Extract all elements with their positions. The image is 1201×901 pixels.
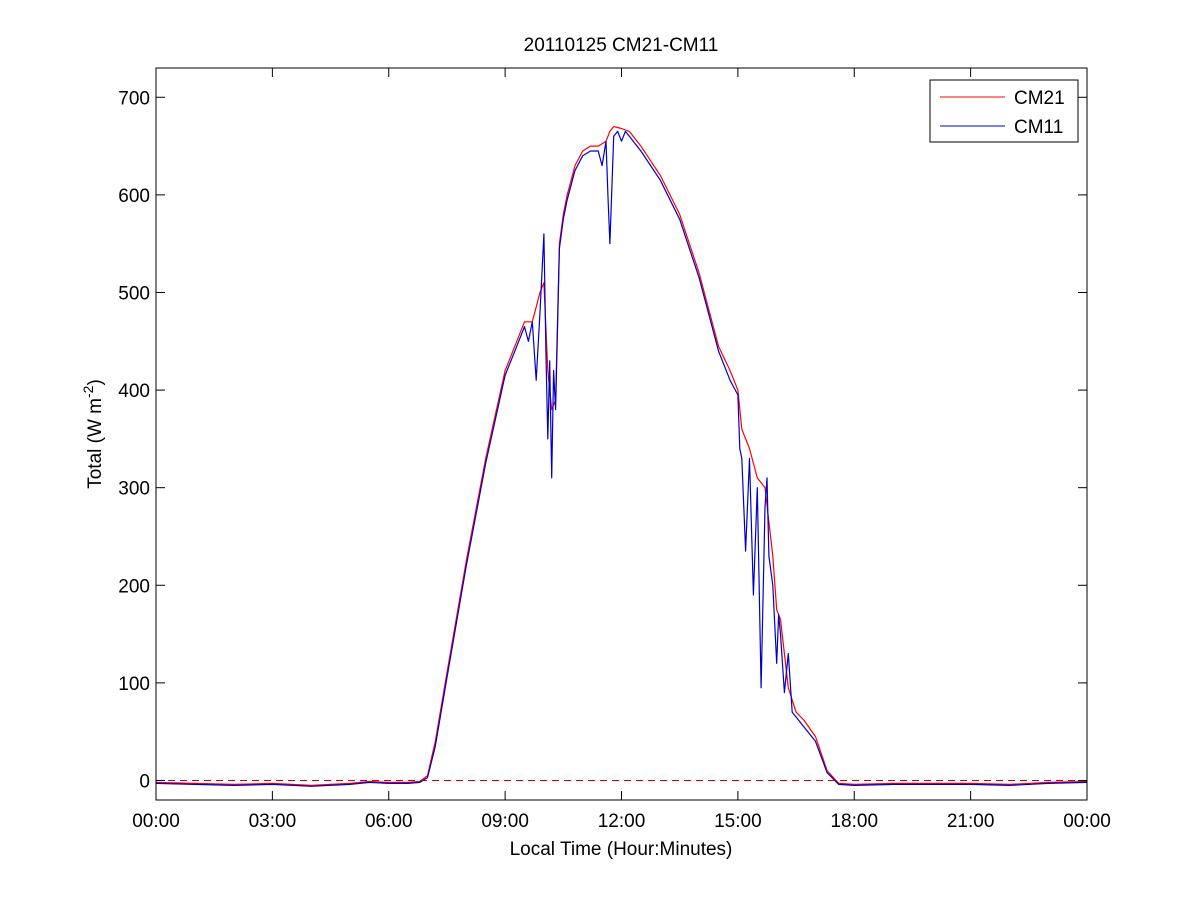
x-tick-label: 09:00 — [481, 811, 529, 832]
x-tick-label: 15:00 — [714, 811, 762, 832]
legend-box — [929, 79, 1079, 143]
x-tick-label: 03:00 — [249, 811, 297, 832]
x-tick-label: 18:00 — [830, 811, 878, 832]
y-axis: 0 100 200 300 400 500 600 700 — [118, 88, 1087, 792]
plot-area — [156, 68, 1087, 800]
y-tick-label: 600 — [118, 186, 150, 207]
y-tick-label: 700 — [118, 88, 150, 109]
legend: CM21 CM11 — [929, 79, 1079, 143]
x-tick-label: 21:00 — [947, 811, 995, 832]
y-tick-label: 0 — [139, 771, 150, 792]
x-tick-label: 06:00 — [365, 811, 413, 832]
legend-label-cm21: CM21 — [1014, 88, 1065, 109]
y-tick-label: 400 — [118, 381, 150, 402]
y-tick-label: 300 — [118, 479, 150, 500]
series-layer — [155, 125, 1088, 787]
y-tick-label: 100 — [118, 674, 150, 695]
x-tick-label: 00:00 — [1063, 811, 1111, 832]
y-axis-label: Total (W m-2) — [80, 379, 106, 489]
y-axis-label-superscript: -2 — [80, 385, 96, 398]
legend-label-cm11: CM11 — [1014, 117, 1063, 138]
x-axis-label: Local Time (Hour:Minutes) — [510, 839, 733, 860]
chart-title: 20110125 CM21-CM11 — [524, 35, 719, 56]
y-axis-label-suffix: ) — [85, 379, 106, 385]
y-axis-label-prefix: Total (W m — [85, 398, 106, 489]
x-tick-label: 12:00 — [598, 811, 646, 832]
x-axis: 00:00 03:00 06:00 09:00 12:00 15:00 18:00 21:00… — [132, 68, 1111, 832]
y-tick-label: 200 — [118, 576, 150, 597]
x-tick-label: 00:00 — [132, 811, 180, 832]
y-tick-label: 500 — [118, 283, 150, 304]
series-line-cm11 — [155, 130, 1088, 787]
